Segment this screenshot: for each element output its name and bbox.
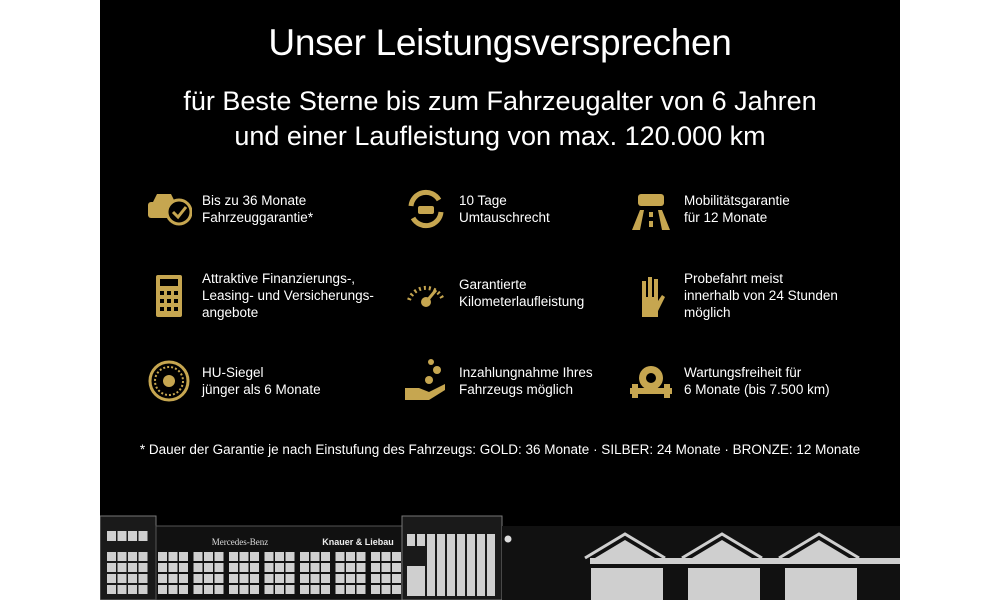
speedometer-icon [407, 285, 445, 307]
feature-item: Inzahlungnahme Ihres Fahrzeugs möglich [403, 358, 593, 404]
sign-knauer-liebau: Knauer & Liebau [322, 537, 394, 547]
subtitle-line-1: für Beste Sterne bis zum Fahrzeugalter v… [183, 86, 817, 116]
feature-text: 10 Tage Umtauschrecht [459, 193, 550, 225]
calculator-icon [156, 274, 182, 317]
feature-item: Garantierte Kilometerlaufleistung [403, 270, 584, 316]
feature-text: Wartungsfreiheit für 6 Monate (bis 7.500… [684, 365, 830, 397]
feature-item: Bis zu 36 Monate Fahrzeuggarantie* [146, 186, 313, 232]
feature-item: Attraktive Finanzierungs-, Leasing- und … [146, 270, 374, 321]
sign-mercedes-benz: Mercedes-Benz [212, 537, 268, 547]
feature-text: HU-Siegel jünger als 6 Monate [202, 365, 321, 397]
inspection-seal-icon [148, 360, 190, 402]
smart-logo [504, 535, 512, 543]
feature-text: Attraktive Finanzierungs-, Leasing- und … [202, 271, 374, 320]
hand-coins-icon [405, 359, 445, 400]
feature-text: Garantierte Kilometerlaufleistung [459, 277, 585, 309]
car-road-icon [632, 194, 670, 230]
dealership-building-illustration: Mercedes-Benz Knauer & Liebau [100, 515, 900, 600]
feature-item: Wartungsfreiheit für 6 Monate (bis 7.500… [628, 358, 830, 404]
feature-text: Probefahrt meist innerhalb von 24 Stunde… [684, 271, 838, 320]
feature-text: Inzahlungnahme Ihres Fahrzeugs möglich [459, 365, 593, 397]
gear-wrench-icon [630, 366, 672, 398]
feature-text: Mobilitätsgarantie für 12 Monate [684, 193, 790, 225]
promo-panel: Unser Leistungsversprechen für Beste Ste… [100, 0, 900, 600]
car-check-icon [148, 194, 192, 226]
subtitle-line-2: und einer Laufleistung von max. 120.000 … [234, 121, 766, 151]
car-exchange-icon [408, 189, 444, 229]
feature-item: HU-Siegel jünger als 6 Monate [146, 358, 321, 404]
footnote: * Dauer der Garantie je nach Einstufung … [139, 442, 861, 457]
feature-item: Mobilitätsgarantie für 12 Monate [628, 186, 790, 232]
feature-text: Bis zu 36 Monate Fahrzeuggarantie* [202, 193, 314, 225]
feature-item: Probefahrt meist innerhalb von 24 Stunde… [628, 270, 838, 321]
feature-item: 10 Tage Umtauschrecht [403, 186, 550, 232]
hand-key-icon [642, 276, 665, 317]
page-title: Unser Leistungsversprechen [268, 22, 732, 63]
